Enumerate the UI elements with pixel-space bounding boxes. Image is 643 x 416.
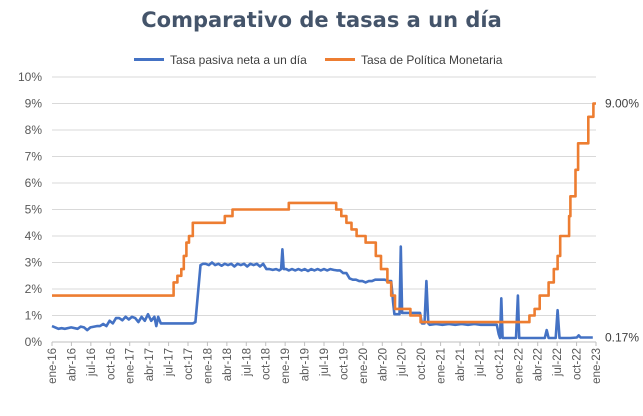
y-tick-label-7: 7% (25, 150, 43, 164)
x-tick-label-7: oct-17 (183, 348, 195, 380)
y-tick-label-10: 10% (18, 70, 42, 84)
x-tick-label-27: oct-22 (572, 348, 584, 380)
y-tick-label-1: 1% (25, 309, 43, 323)
series-line-tasa-politica (52, 102, 596, 324)
legend-swatch-tasa-pasiva (134, 58, 164, 62)
x-tick-label-4: ene-17 (125, 348, 137, 384)
x-tick-label-25: abr-22 (533, 348, 545, 381)
y-tick-label-3: 3% (25, 256, 43, 270)
x-tick-label-5: abr-17 (144, 348, 156, 381)
x-tick-label-12: ene-19 (280, 348, 292, 384)
y-tick-label-9: 9% (25, 97, 43, 111)
y-tick-label-2: 2% (25, 282, 43, 296)
y-tick-label-8: 8% (25, 123, 43, 137)
x-tick-label-11: oct-18 (261, 348, 273, 380)
x-tick-label-6: jul-17 (164, 348, 176, 377)
legend-label-tasa-politica: Tasa de Política Monetaria (361, 53, 503, 67)
y-tick-label-6: 6% (25, 176, 43, 190)
x-tick-label-21: abr-21 (455, 348, 467, 381)
x-tick-label-2: jul-16 (86, 348, 98, 377)
x-tick-label-16: ene-20 (358, 348, 370, 384)
legend-item-tasa-pasiva: Tasa pasiva neta a un día (134, 52, 307, 68)
x-tick-label-0: ene-16 (47, 348, 59, 384)
x-tick-label-15: oct-19 (338, 348, 350, 380)
x-tick-label-23: oct-21 (494, 348, 506, 380)
x-tick-label-14: jul-19 (319, 348, 331, 377)
x-tick-label-26: jul-22 (552, 348, 564, 377)
x-tick-label-22: jul-21 (474, 348, 486, 377)
x-tick-label-19: oct-20 (416, 348, 428, 380)
x-tick-label-18: jul-20 (397, 348, 409, 377)
x-tick-label-9: abr-18 (222, 348, 234, 381)
x-tick-label-1: abr-16 (66, 348, 78, 381)
x-tick-label-20: ene-21 (436, 348, 448, 384)
legend-item-tasa-politica: Tasa de Política Monetaria (325, 52, 502, 68)
legend: Tasa pasiva neta a un día Tasa de Políti… (0, 52, 643, 68)
legend-label-tasa-pasiva: Tasa pasiva neta a un día (170, 53, 307, 67)
x-tick-label-10: jul-18 (241, 348, 253, 377)
x-tick-label-24: ene-22 (513, 348, 525, 384)
x-tick-label-3: oct-16 (105, 348, 117, 380)
y-tick-label-5: 5% (25, 203, 43, 217)
end-label-tasa-politica: 9.00% (605, 97, 639, 111)
legend-swatch-tasa-politica (325, 58, 355, 62)
x-tick-label-17: abr-20 (377, 348, 389, 381)
y-tick-label-0: 0% (25, 335, 43, 349)
x-tick-label-8: ene-18 (202, 348, 214, 384)
series-line-tasa-pasiva (51, 245, 593, 340)
end-label-tasa-pasiva: 0.17% (605, 330, 639, 344)
chart-title: Comparativo de tasas a un día (141, 8, 502, 32)
x-tick-label-28: ene-23 (591, 348, 603, 384)
y-tick-label-4: 4% (25, 229, 43, 243)
x-tick-label-13: abr-19 (300, 348, 312, 381)
